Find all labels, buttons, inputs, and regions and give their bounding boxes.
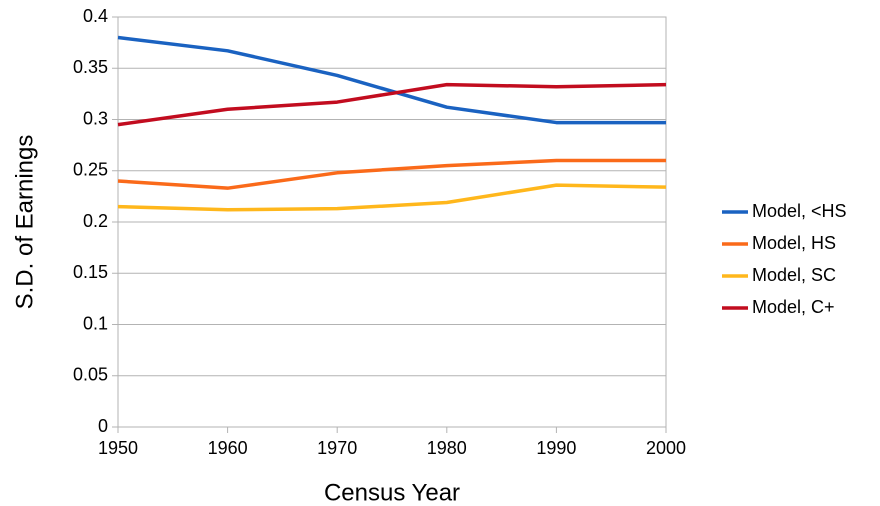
y-tick-label: 0.1: [83, 313, 108, 333]
y-tick-label: 0.35: [73, 57, 108, 77]
y-tick-label: 0.25: [73, 160, 108, 180]
x-tick-label: 1950: [98, 438, 138, 458]
y-tick-label: 0: [98, 416, 108, 436]
line-series: [117, 183, 667, 212]
x-axis-title: Census Year: [324, 479, 460, 506]
legend-label: Model, HS: [752, 233, 836, 253]
y-axis-title: S.D. of Earnings: [11, 135, 38, 310]
y-tick-label: 0.3: [83, 108, 108, 128]
x-tick-label: 1980: [427, 438, 467, 458]
legend-label: Model, C+: [752, 297, 835, 317]
line-series: [117, 158, 666, 190]
legend-label: Model, SC: [752, 265, 836, 285]
x-tick-label: 1990: [536, 438, 576, 458]
y-tick-label: 0.15: [73, 262, 108, 282]
y-tick-label: 0.2: [83, 211, 108, 231]
x-tick-label: 1960: [208, 438, 248, 458]
x-tick-label: 2000: [646, 438, 686, 458]
line-series: [117, 35, 666, 125]
y-tick-label: 0.05: [73, 365, 108, 385]
legend-label: Model, <HS: [752, 201, 847, 221]
y-tick-label: 0.4: [83, 6, 108, 26]
x-tick-label: 1970: [317, 438, 357, 458]
line-series: [117, 82, 667, 127]
